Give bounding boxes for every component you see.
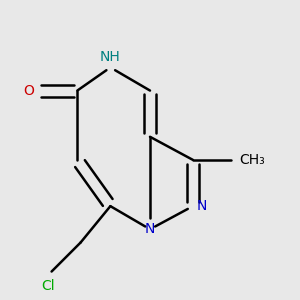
- Text: N: N: [145, 222, 155, 236]
- Text: Cl: Cl: [41, 279, 54, 293]
- Text: N: N: [196, 199, 207, 213]
- Text: CH₃: CH₃: [239, 153, 265, 167]
- Text: O: O: [23, 84, 34, 98]
- Text: NH: NH: [100, 50, 121, 64]
